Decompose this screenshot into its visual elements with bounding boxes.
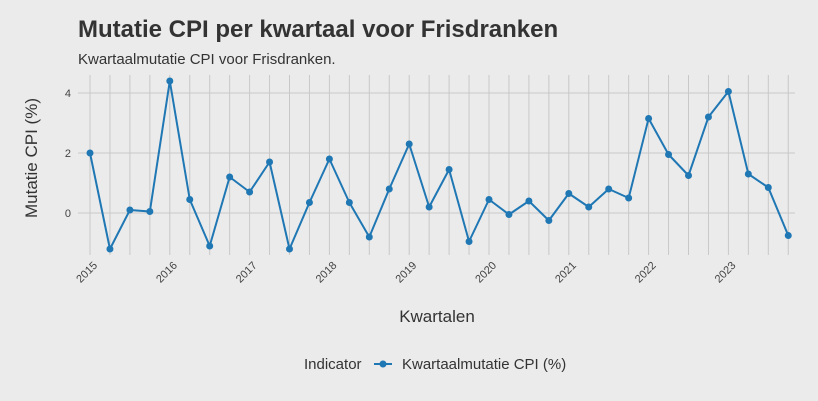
legend: Indicator Kwartaalmutatie CPI (%) — [304, 356, 566, 373]
data-point — [525, 197, 533, 205]
x-tick-label: 2015 — [74, 260, 100, 286]
x-tick-label: 2017 — [234, 260, 260, 286]
legend-series-label: Kwartaalmutatie CPI (%) — [402, 356, 566, 373]
data-point — [305, 199, 313, 206]
series-points — [86, 77, 792, 253]
data-point — [126, 206, 134, 214]
x-tick-label: 2023 — [713, 260, 739, 286]
data-point — [665, 151, 673, 158]
data-point — [266, 158, 274, 166]
chart-title: Mutatie CPI per kwartaal voor Frisdranke… — [78, 16, 558, 43]
data-point — [724, 88, 732, 95]
data-point — [585, 203, 593, 211]
data-point — [505, 211, 513, 218]
data-point — [405, 140, 413, 148]
data-point — [645, 115, 653, 122]
data-point — [166, 77, 174, 85]
data-point — [226, 173, 234, 181]
data-point — [485, 196, 493, 203]
y-tick-label: 4 — [65, 88, 71, 100]
y-tick-labels: 0 2 4 — [65, 88, 71, 220]
legend-key-point — [379, 360, 387, 368]
data-point — [325, 155, 333, 163]
series-line — [89, 80, 790, 250]
x-tick-label: 2018 — [314, 260, 340, 286]
data-point — [545, 217, 553, 224]
y-tick-label: 2 — [65, 148, 71, 160]
x-tick-label: 2016 — [154, 260, 180, 286]
data-point — [704, 113, 712, 121]
data-point — [286, 245, 293, 253]
x-tick-label: 2021 — [553, 260, 579, 286]
data-point — [605, 185, 613, 193]
x-tick-label: 2019 — [394, 260, 420, 286]
data-point — [565, 190, 573, 197]
x-tick-label: 2022 — [633, 260, 659, 286]
series-line-group — [89, 80, 790, 250]
data-point — [445, 166, 453, 173]
data-point — [465, 238, 473, 245]
data-point — [764, 184, 772, 191]
data-point — [365, 233, 373, 241]
x-axis-title: Kwartalen — [399, 307, 475, 326]
data-point — [744, 170, 752, 178]
legend-title: Indicator — [304, 356, 362, 373]
data-point — [425, 203, 433, 211]
data-point — [106, 245, 114, 253]
x-tick-labels: 2015 2016 2017 2018 2019 2020 2021 2022 2023 — [74, 260, 738, 286]
data-point — [685, 172, 692, 179]
data-point — [246, 188, 254, 196]
chart-subtitle: Kwartaalmutatie CPI voor Frisdranken. — [78, 51, 336, 68]
grid-lines — [78, 75, 795, 255]
data-point — [206, 242, 214, 250]
data-point — [345, 199, 353, 206]
data-point — [186, 196, 194, 203]
data-point — [784, 232, 792, 239]
data-point — [385, 185, 393, 193]
data-point — [625, 194, 633, 202]
x-tick-label: 2020 — [473, 260, 499, 286]
data-point — [86, 149, 94, 157]
y-tick-label: 0 — [65, 208, 71, 220]
y-axis-title: Mutatie CPI (%) — [22, 98, 41, 218]
data-point — [146, 208, 154, 215]
